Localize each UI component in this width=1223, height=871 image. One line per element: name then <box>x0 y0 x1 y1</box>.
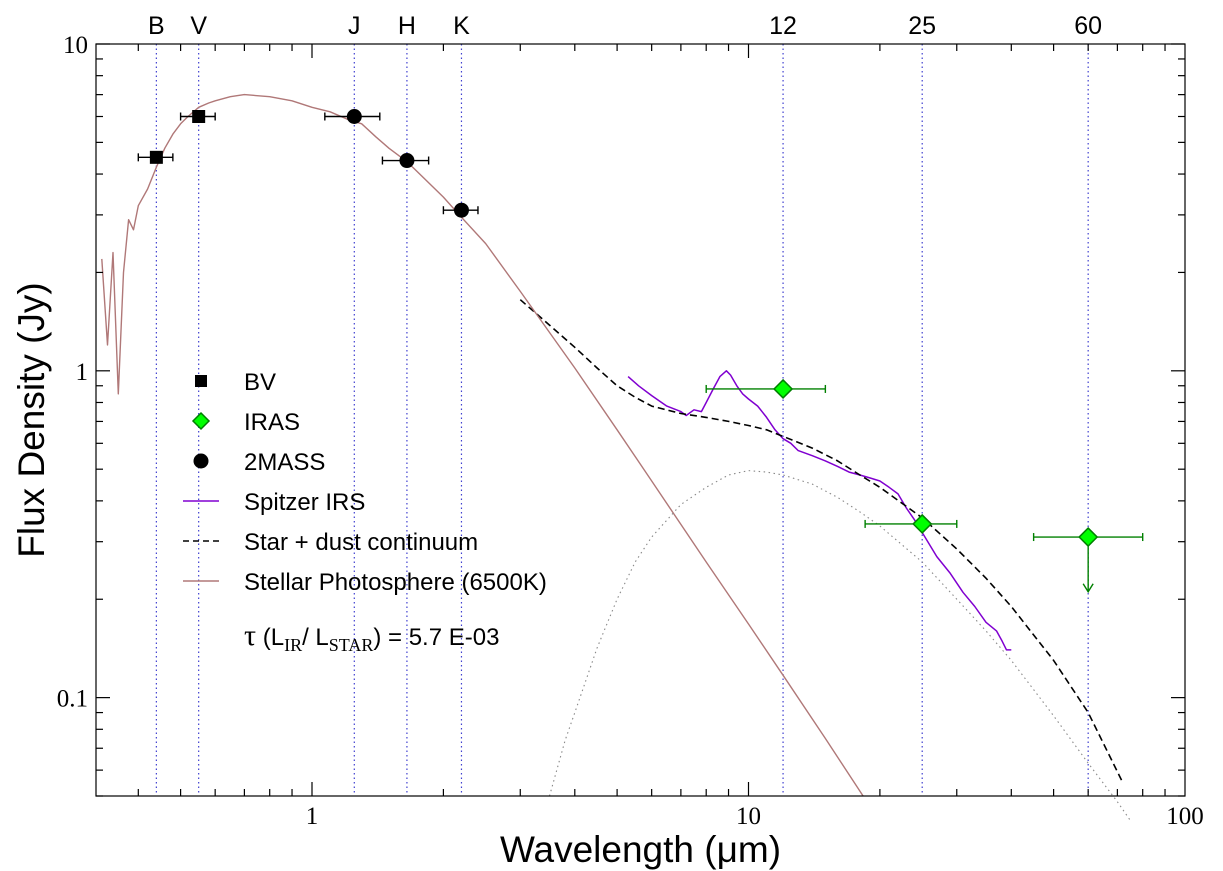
axis-tick-labels: 1 10 100 0.1 1 10 <box>57 32 1204 830</box>
photometry-points <box>137 109 1144 594</box>
band-label-12: 12 <box>769 12 797 40</box>
legend-label-star-dust-continuum: Star + dust continuum <box>244 529 478 556</box>
x-axis-title: Wavelength (μm) <box>500 829 781 870</box>
y-tick-label-10: 10 <box>63 32 88 59</box>
tau-open: (L <box>256 624 284 651</box>
marker-2mass-3 <box>453 202 469 218</box>
tau-symbol: τ <box>244 619 256 652</box>
band-label-60: 60 <box>1074 12 1102 40</box>
legend-label-stellar-photosphere-6500k: Stellar Photosphere (6500K) <box>244 569 547 596</box>
legend: BV IRAS 2MASS Spitzer IRS Star + dust contin… <box>183 369 547 596</box>
y-tick-label-1: 1 <box>76 359 89 386</box>
legend-label-iras: IRAS <box>244 409 300 436</box>
curve-spitzer-irs <box>627 370 1012 651</box>
marker-iras-1 <box>773 378 794 400</box>
marker-bv-1 <box>149 150 163 164</box>
axis-ticks <box>96 43 1185 797</box>
marker-bv-2 <box>192 110 206 124</box>
band-label-k: K <box>453 12 470 40</box>
legend-label-spitzer-irs: Spitzer IRS <box>244 489 365 516</box>
band-label-b: B <box>148 12 165 40</box>
band-label-j: J <box>348 12 361 40</box>
y-tick-label-0-1: 0.1 <box>57 686 88 713</box>
model-curves <box>101 93 1131 822</box>
legend-symbol-bv <box>195 375 207 387</box>
tau-close: ) = 5.7 E-03 <box>373 624 499 651</box>
upper-limit-arrow-iras-3 <box>1082 583 1094 594</box>
legend-symbol-iras <box>191 411 211 431</box>
curve-dust-blackbody <box>548 470 1131 822</box>
tau-annotation: τ (LIR/ LSTAR) = 5.7 E-03 <box>244 619 499 655</box>
legend-label-2mass: 2MASS <box>244 449 325 476</box>
curve-star-dust-continuum <box>519 299 1124 783</box>
marker-2mass-1 <box>346 109 362 125</box>
marker-iras-3 <box>1078 526 1099 548</box>
tau-sub-star: STAR <box>329 635 374 655</box>
band-markers: B V J H K 12 25 60 <box>148 12 1102 796</box>
band-label-25: 25 <box>908 12 936 40</box>
tau-mid: / L <box>302 624 329 651</box>
x-tick-label-10: 10 <box>736 803 761 830</box>
marker-iras-2 <box>912 513 933 534</box>
y-axis-title: Flux Density (Jy) <box>11 282 52 557</box>
legend-label-bv: BV <box>244 369 276 396</box>
x-tick-label-1: 1 <box>306 803 319 830</box>
band-label-h: H <box>398 12 416 40</box>
curve-stellar-photosphere-6500k <box>101 93 864 797</box>
x-tick-label-100: 100 <box>1166 803 1204 830</box>
tau-sub-ir: IR <box>284 635 302 655</box>
marker-2mass-2 <box>399 153 415 169</box>
plot-frame <box>95 43 1186 797</box>
legend-symbol-2mass <box>193 453 209 469</box>
band-label-v: V <box>190 12 207 40</box>
